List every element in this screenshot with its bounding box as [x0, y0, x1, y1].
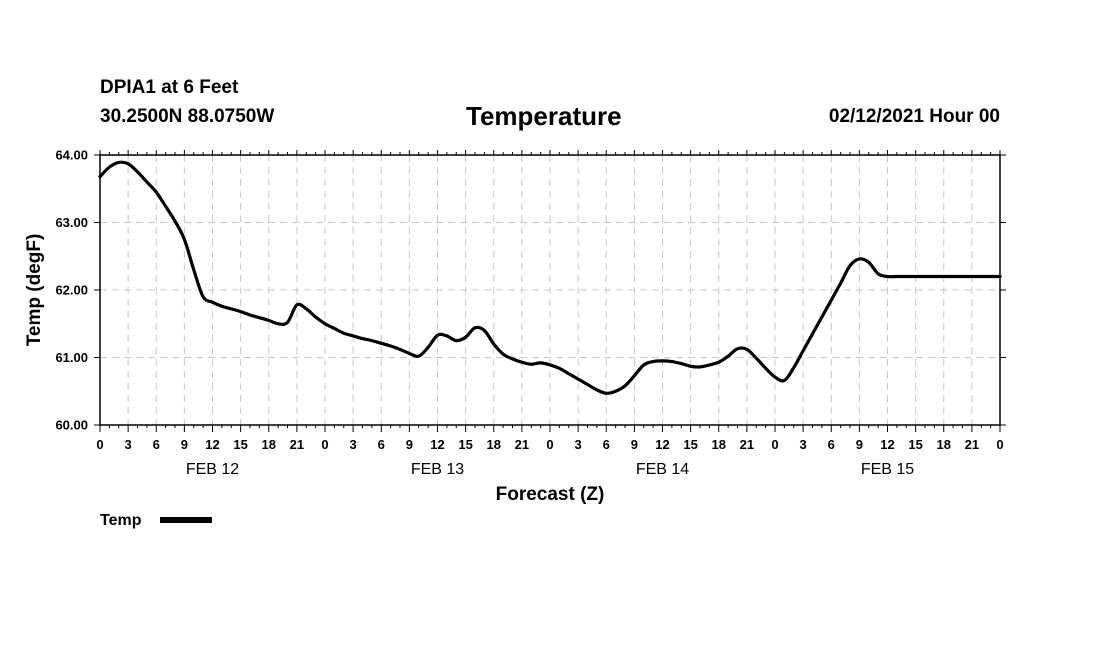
- y-tick-labels: 60.00 61.00 62.00 63.00 64.00: [55, 148, 88, 433]
- x-tick-label: 3: [800, 437, 807, 452]
- x-tick-label: 12: [880, 437, 894, 452]
- x-tick-label: 0: [96, 437, 103, 452]
- y-tick-label: 61.00: [55, 350, 88, 365]
- x-tick-labels: 0 3 6 9 12 15 18 21 0 3 6 9 12 15 18 21 0 3 6 9 12 15 18 21 0 3 6 9…: [96, 437, 1003, 452]
- x-tick-label: 0: [996, 437, 1003, 452]
- x-tick-label: 3: [350, 437, 357, 452]
- x-tick-label: 15: [683, 437, 697, 452]
- date-labels: FEB 12 FEB 13 FEB 14 FEB 15: [186, 461, 914, 478]
- x-tick-label: 12: [205, 437, 219, 452]
- chart-title: Temperature: [466, 101, 622, 131]
- x-tick-label: 21: [965, 437, 979, 452]
- x-tick-label: 15: [458, 437, 472, 452]
- x-tick-label: 9: [181, 437, 188, 452]
- grid-lines: [100, 155, 1000, 425]
- x-tick-label: 0: [546, 437, 553, 452]
- legend: Temp: [100, 512, 212, 529]
- y-tick-label: 64.00: [55, 148, 88, 163]
- y-axis-title: Temp (degF): [24, 234, 45, 347]
- x-tick-label: 0: [321, 437, 328, 452]
- x-tick-label: 6: [378, 437, 385, 452]
- date-label: FEB 14: [636, 461, 689, 478]
- station-coordinates: 30.2500N 88.0750W: [100, 106, 275, 127]
- x-tick-label: 6: [828, 437, 835, 452]
- y-tick-label: 60.00: [55, 418, 88, 433]
- legend-label-temp: Temp: [100, 512, 142, 529]
- series-layer: [98, 160, 1002, 395]
- x-tick-label: 18: [487, 437, 501, 452]
- x-tick-label: 3: [125, 437, 132, 452]
- forecast-run-time: 02/12/2021 Hour 00: [828, 106, 1000, 127]
- x-tick-label: 6: [153, 437, 160, 452]
- x-tick-label: 9: [631, 437, 638, 452]
- x-tick-label: 15: [908, 437, 922, 452]
- x-tick-label: 12: [430, 437, 444, 452]
- x-tick-label: 21: [515, 437, 529, 452]
- date-label: FEB 13: [411, 461, 464, 478]
- plot-frame: [99, 154, 1001, 426]
- date-label: FEB 12: [186, 461, 239, 478]
- x-axis-title: Forecast (Z): [496, 484, 605, 505]
- y-tick-label: 62.00: [55, 283, 88, 298]
- x-tick-label: 18: [712, 437, 726, 452]
- x-tick-label: 18: [262, 437, 276, 452]
- y-tick-label: 63.00: [55, 215, 88, 230]
- x-tick-label: 21: [290, 437, 304, 452]
- x-tick-label: 9: [406, 437, 413, 452]
- x-tick-label: 6: [603, 437, 610, 452]
- x-tick-label: 0: [771, 437, 778, 452]
- x-tick-label: 12: [655, 437, 669, 452]
- station-name: DPIA1 at 6 Feet: [100, 77, 239, 98]
- x-tick-label: 15: [233, 437, 247, 452]
- date-label: FEB 15: [861, 461, 914, 478]
- x-tick-label: 9: [856, 437, 863, 452]
- series-line-temp: [98, 160, 1002, 395]
- x-tick-label: 21: [740, 437, 754, 452]
- x-tick-label: 3: [575, 437, 582, 452]
- x-tick-label: 18: [937, 437, 951, 452]
